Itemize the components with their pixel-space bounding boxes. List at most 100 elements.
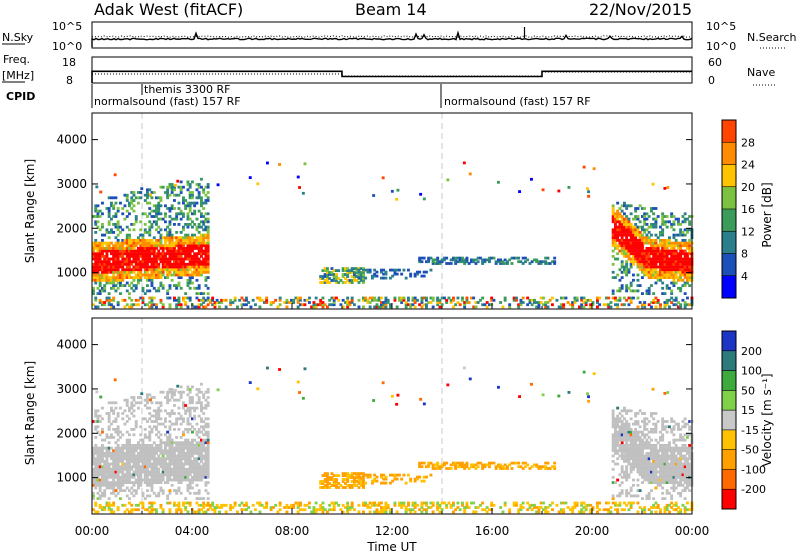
velocity-cell — [197, 388, 201, 391]
power-cell — [519, 303, 523, 307]
velocity-cell — [620, 436, 624, 439]
power-cell — [652, 239, 656, 242]
power-cell — [645, 265, 649, 269]
power-cell — [681, 249, 685, 253]
velocity-cell — [137, 401, 140, 405]
velocity-cell — [629, 428, 633, 431]
velocity-cell — [107, 441, 111, 445]
power-cell — [132, 241, 136, 245]
velocity-cell — [98, 503, 102, 507]
power-cell — [674, 244, 678, 248]
freq-tick-high: 18 — [62, 56, 76, 69]
power-cell — [114, 276, 118, 279]
power-cell — [157, 207, 161, 210]
velocity-cell — [382, 508, 386, 512]
power-cell — [683, 303, 687, 307]
power-cell — [321, 296, 325, 300]
power-cell — [611, 207, 615, 210]
power-cell — [191, 233, 194, 237]
power-cell — [373, 274, 377, 278]
velocity-cell — [148, 501, 152, 505]
velocity-cell — [119, 486, 122, 490]
power-cell — [661, 217, 665, 221]
power-cell — [200, 225, 203, 229]
power-cell — [683, 268, 687, 272]
velocity-cell — [490, 501, 494, 505]
velocity-cell — [105, 467, 109, 471]
velocity-cell — [382, 473, 386, 477]
velocity-cell — [350, 506, 354, 509]
power-cell — [175, 255, 179, 258]
velocity-cell — [200, 438, 203, 442]
velocity-cell — [105, 470, 109, 474]
power-cell — [159, 212, 163, 216]
power-cell — [627, 233, 631, 237]
velocity-cell — [346, 503, 350, 507]
power-cell — [659, 265, 662, 269]
velocity-cell — [350, 476, 354, 479]
power-cell — [434, 258, 437, 262]
velocity-cell — [618, 436, 622, 439]
freq-trace — [91, 70, 692, 83]
power-cell — [443, 256, 446, 260]
velocity-cell — [629, 433, 633, 437]
power-cell — [641, 257, 644, 261]
power-cell — [661, 223, 665, 226]
power-cell — [123, 252, 127, 256]
velocity-cell — [476, 506, 480, 509]
velocity-cell — [123, 467, 127, 471]
power-cell — [143, 292, 147, 295]
velocity-cell — [314, 508, 318, 512]
velocity-cell — [188, 478, 192, 482]
power-cell — [266, 161, 269, 165]
power-cell — [161, 260, 165, 264]
velocity-cell — [107, 401, 111, 405]
power-cell — [141, 301, 145, 304]
velocity-cell — [323, 480, 327, 483]
power-cell — [623, 265, 626, 269]
velocity-cell — [353, 478, 356, 481]
power-cell — [155, 228, 158, 232]
power-cell — [337, 269, 341, 272]
power-cell — [620, 276, 624, 279]
power-cell — [195, 273, 199, 277]
velocity-cell — [191, 444, 194, 447]
velocity-cell — [121, 449, 125, 453]
velocity-cell — [116, 467, 120, 471]
power-cell — [197, 185, 201, 189]
power-cell — [148, 260, 152, 264]
velocity-cell — [191, 441, 194, 445]
power-cell — [384, 270, 388, 274]
power-cell — [202, 268, 206, 272]
velocity-cell — [634, 462, 638, 466]
power-cell — [96, 241, 100, 245]
velocity-cell — [272, 506, 275, 509]
velocity-cell — [193, 457, 197, 461]
power-cell — [641, 292, 644, 295]
power-cell — [446, 178, 450, 182]
power-cell — [202, 292, 206, 295]
power-cell — [645, 228, 649, 232]
power-cell — [159, 244, 163, 248]
velocity-cell — [112, 462, 116, 466]
power-cell — [112, 249, 116, 253]
power-cell — [134, 241, 138, 245]
power-cell — [647, 270, 651, 274]
power-cell — [152, 296, 156, 300]
velocity-cell — [112, 501, 116, 505]
velocity-cell — [107, 506, 111, 509]
power-cell — [137, 262, 140, 266]
velocity-cell — [384, 501, 388, 505]
power-cell — [620, 223, 624, 226]
velocity-cell — [175, 446, 179, 450]
velocity-cell — [596, 503, 599, 507]
power-cell — [112, 262, 116, 266]
power-cell — [206, 303, 210, 307]
power-cell — [96, 286, 100, 290]
velocity-cell — [634, 412, 638, 415]
power-cell — [463, 260, 467, 264]
velocity-cell — [515, 461, 518, 465]
power-cell — [688, 220, 692, 224]
power-cell — [92, 273, 95, 277]
power-cell — [629, 260, 633, 264]
